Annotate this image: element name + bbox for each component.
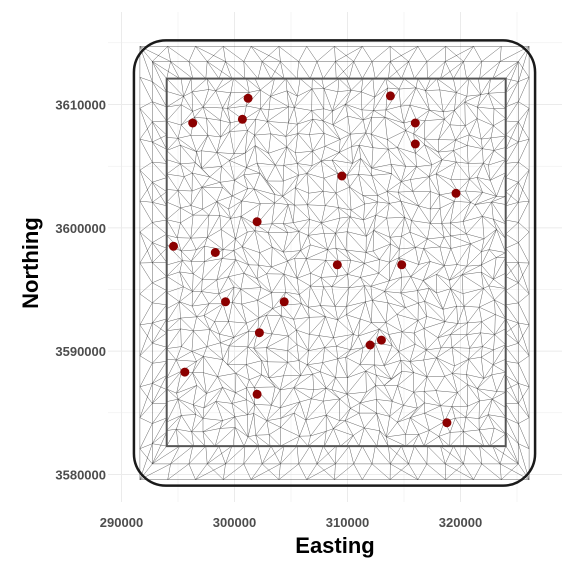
outer-boundary	[132, 39, 537, 487]
x-tick-label: 310000	[326, 515, 369, 530]
x-tick-label: 290000	[100, 515, 143, 530]
inner-boundary	[165, 77, 507, 448]
data-point	[254, 328, 264, 338]
grid-lines	[108, 12, 562, 502]
data-point	[397, 260, 407, 270]
observation-points	[169, 91, 461, 428]
data-point	[365, 340, 375, 350]
data-point	[210, 248, 220, 257]
y-tick-label: 3590000	[55, 344, 106, 359]
mesh-boundaries	[132, 39, 537, 487]
data-point	[180, 367, 190, 377]
data-point	[385, 91, 395, 101]
data-point	[451, 188, 461, 198]
data-point	[221, 297, 230, 307]
x-tick-label: 320000	[439, 515, 482, 530]
outer-mesh	[139, 46, 530, 480]
y-tick-label: 3580000	[55, 468, 106, 483]
data-point	[332, 260, 342, 270]
data-point	[243, 93, 253, 103]
data-point	[279, 297, 289, 307]
data-point	[169, 241, 178, 251]
data-point	[376, 335, 386, 345]
y-tick-label: 3610000	[55, 98, 106, 113]
data-point	[442, 418, 452, 428]
y-tick-label: 3600000	[55, 221, 106, 236]
x-tick-label: 300000	[213, 515, 256, 530]
data-point	[410, 118, 420, 128]
data-point	[252, 389, 262, 399]
data-point	[252, 217, 262, 227]
data-point	[188, 118, 198, 128]
data-point	[410, 139, 420, 149]
y-axis-title: Northing	[18, 217, 43, 309]
tick-labels: 290000 300000 310000 320000 3580000 3590000 36…	[55, 98, 482, 531]
data-point	[237, 114, 247, 124]
data-point	[337, 171, 347, 181]
x-axis-title: Easting	[295, 533, 374, 558]
